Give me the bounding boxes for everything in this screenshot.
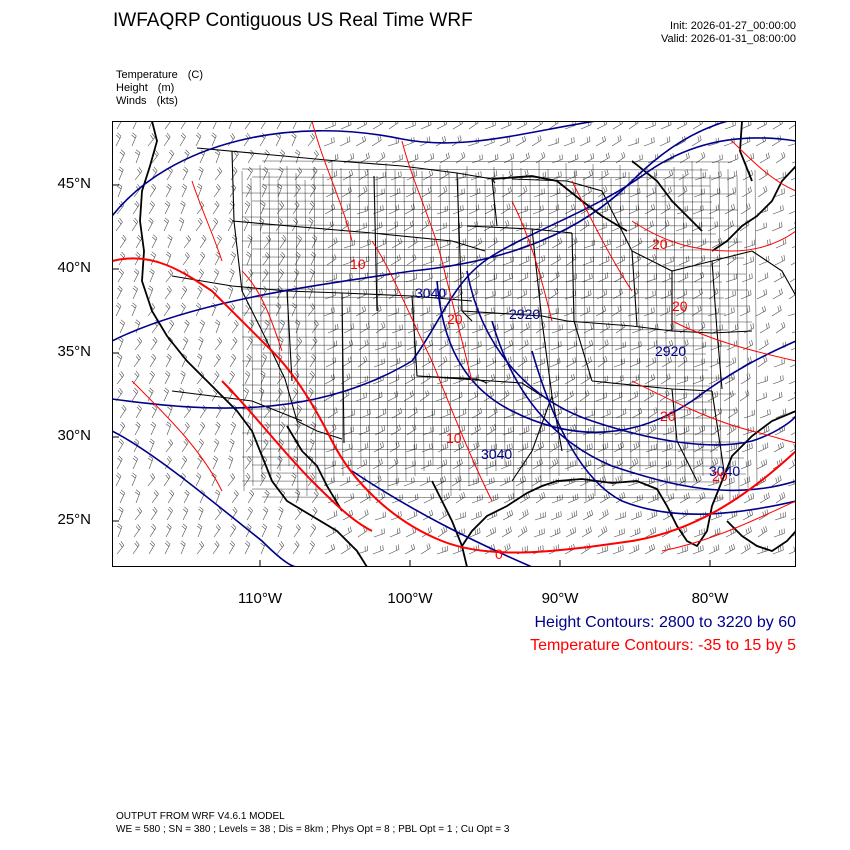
lon-label: 100°W: [387, 590, 433, 607]
lat-label: 30°N: [57, 427, 91, 444]
lat-label: 35°N: [57, 343, 91, 360]
height-label: 2920: [655, 343, 686, 359]
height-label: 3040: [415, 285, 446, 301]
wind-barb-field: [115, 121, 796, 555]
temperature-label: 20: [660, 408, 676, 424]
height-contours-info: Height Contours: 2800 to 3220 by 60: [534, 614, 796, 631]
field-name: Height: [116, 82, 148, 94]
model-settings: WE = 580 ; SN = 380 ; Levels = 38 ; Dis …: [116, 824, 510, 835]
height-contours: [112, 121, 796, 567]
field-units: (m): [157, 82, 175, 94]
field-units: (kts): [156, 95, 178, 107]
temperature-label: 20: [652, 236, 668, 252]
temperature-label: 10: [350, 256, 366, 272]
height-label: 3040: [481, 446, 512, 462]
map-title: IWFAQRP Contiguous US Real Time WRF: [113, 10, 473, 31]
map-frame: [112, 121, 796, 567]
temperature-contours: [112, 121, 796, 554]
temperature-contours-info: Temperature Contours: -35 to 15 by 5: [530, 637, 796, 654]
temperature-label: 10: [446, 430, 462, 446]
temperature-label: 20: [672, 298, 688, 314]
lat-label: 40°N: [57, 259, 91, 276]
lat-label: 25°N: [57, 511, 91, 528]
coastlines: [139, 121, 796, 567]
height-label: 3040: [709, 463, 740, 479]
temperature-label: 20: [447, 311, 463, 327]
height-contour-labels: 3040 2920 2920 3040 3040: [415, 285, 740, 479]
field-units: (C): [187, 69, 204, 81]
init-time: Init: 2026-01-27_00:00:00: [670, 20, 796, 32]
map-canvas: 3040 2920 2920 3040 3040 10 20 10 20 20 …: [112, 121, 796, 567]
temperature-contour-labels: 10 20 10 20 20 20 20 0: [350, 236, 728, 562]
height-label: 2920: [509, 306, 540, 322]
field-name: Winds: [116, 95, 147, 107]
state-borders: [171, 147, 796, 482]
map-ticks: [112, 184, 711, 567]
lat-label: 45°N: [57, 175, 91, 192]
field-height: Height (m): [116, 82, 174, 94]
lon-label: 90°W: [541, 590, 579, 607]
field-winds: Winds (kts): [116, 95, 178, 107]
lon-label: 110°W: [237, 590, 283, 607]
temperature-label: 20: [712, 468, 728, 484]
field-temperature: Temperature (C): [116, 69, 203, 81]
wind-barbs: [115, 121, 796, 555]
valid-time: Valid: 2026-01-31_08:00:00: [661, 33, 796, 45]
weather-map: 3040 2920 2920 3040 3040 10 20 10 20 20 …: [112, 121, 796, 567]
model-footer: OUTPUT FROM WRF V4.6.1 MODEL: [116, 811, 285, 822]
field-name: Temperature: [116, 69, 178, 81]
lon-label: 80°W: [691, 590, 729, 607]
temperature-label: 0: [495, 546, 503, 562]
